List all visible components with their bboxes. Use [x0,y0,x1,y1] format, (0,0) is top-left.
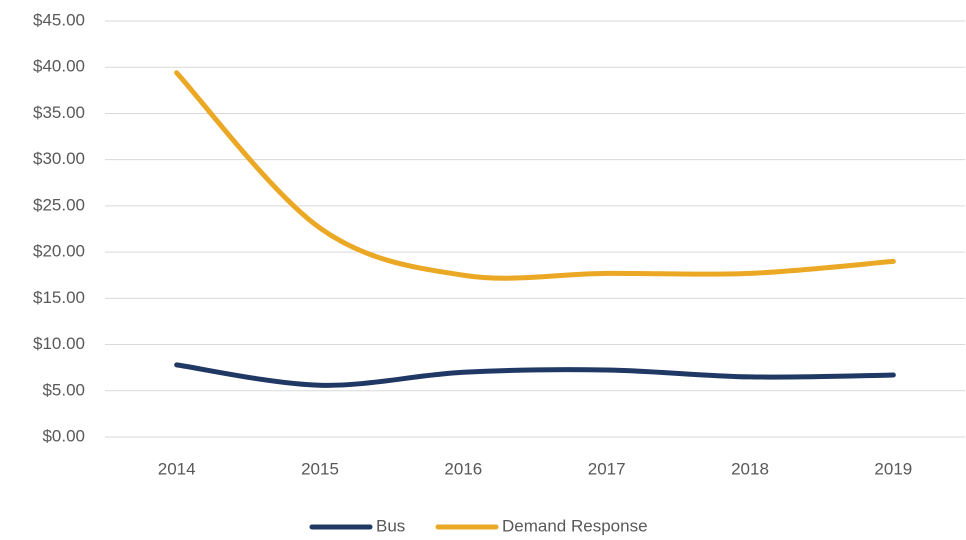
series-line [174,362,896,388]
x-tick-label: 2018 [731,459,769,478]
legend-label: Bus [376,516,405,535]
series-line [174,70,896,281]
y-tick-label: $10.00 [33,334,85,353]
y-tick-label: $35.00 [33,103,85,122]
x-tick-label: 2016 [444,459,482,478]
y-tick-label: $5.00 [42,380,85,399]
y-tick-label: $45.00 [33,10,85,29]
y-tick-label: $30.00 [33,149,85,168]
y-tick-label: $0.00 [42,426,85,445]
x-tick-label: 2019 [874,459,912,478]
legend-label: Demand Response [502,516,648,535]
y-tick-label: $20.00 [33,242,85,261]
y-tick-label: $15.00 [33,288,85,307]
x-tick-label: 2015 [301,459,339,478]
x-tick-label: 2014 [158,459,196,478]
y-tick-label: $40.00 [33,57,85,76]
x-tick-label: 2017 [588,459,626,478]
y-tick-label: $25.00 [33,195,85,214]
